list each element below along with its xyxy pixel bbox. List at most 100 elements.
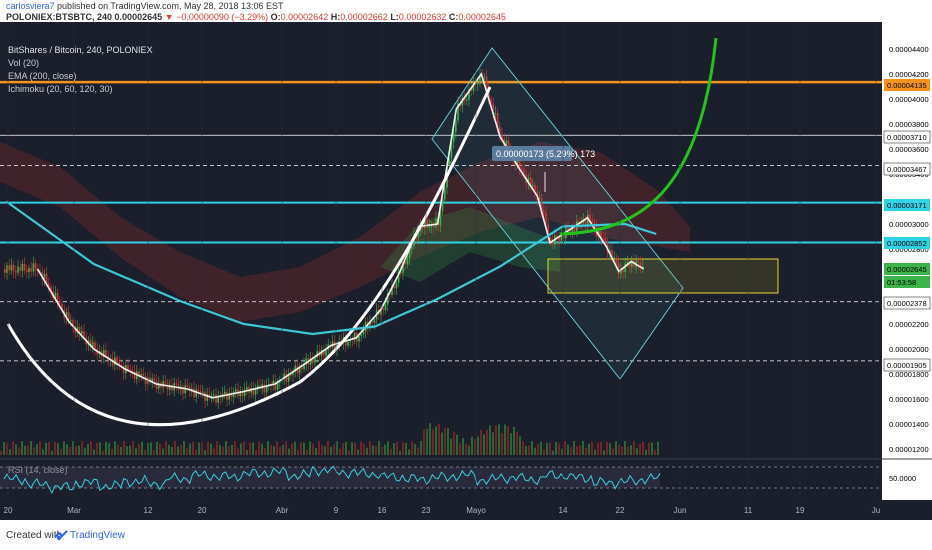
volume-bar <box>279 446 281 455</box>
volume-bar <box>594 449 596 455</box>
legend-ichimoku[interactable]: Ichimoku (20, 60, 120, 30) <box>8 84 113 94</box>
volume-bar <box>183 441 185 455</box>
candle-body <box>529 177 532 186</box>
volume-bar <box>228 446 230 455</box>
y-axis-label: 0.00003000 <box>889 220 929 229</box>
time-axis-band <box>0 500 932 520</box>
candle-body <box>43 273 46 280</box>
volume-bar <box>249 442 251 455</box>
candle-body <box>402 261 404 273</box>
candle-body <box>406 258 409 265</box>
volume-bar <box>645 449 647 455</box>
candle-body <box>439 210 442 226</box>
volume-bar <box>459 443 461 455</box>
candle-body <box>21 263 24 271</box>
legend-ema[interactable]: EMA (200, close) <box>8 71 77 81</box>
candle-body <box>466 99 468 101</box>
volume-bar <box>405 442 407 455</box>
candle-body <box>131 370 134 372</box>
candle-body <box>527 177 530 184</box>
candle-body <box>213 394 215 396</box>
candle-body <box>499 126 501 135</box>
volume-bar <box>315 447 317 455</box>
price-tag <box>884 276 930 288</box>
candle-body <box>620 269 622 275</box>
legend-volume[interactable]: Vol (20) <box>8 58 40 68</box>
candle-body <box>538 198 541 200</box>
volume-bar <box>486 429 488 455</box>
candle-body <box>252 387 255 395</box>
volume-bar <box>510 433 512 455</box>
chart-canvas[interactable]: 0.00000173 (5.29%) 173 0.00004400 0.000042… <box>0 22 932 520</box>
volume-bar <box>624 441 626 455</box>
volume-bar <box>444 427 446 455</box>
volume-bar <box>456 434 458 455</box>
candle-body <box>294 365 296 372</box>
candle-body <box>188 386 191 391</box>
candle-body <box>133 371 136 379</box>
volume-bar <box>273 446 275 455</box>
candle-body <box>631 260 633 267</box>
candle-body <box>408 248 411 259</box>
volume-bar <box>468 445 470 455</box>
down-arrow-icon: ▼ <box>164 12 174 22</box>
high-label: H: <box>330 12 341 22</box>
candle-body <box>404 261 406 265</box>
candle-body <box>195 389 197 397</box>
volume-bar <box>450 438 452 455</box>
candle-body <box>573 227 576 232</box>
tradingview-brand[interactable]: TradingView <box>70 530 126 541</box>
volume-bar <box>657 441 659 455</box>
candle-body <box>380 308 382 315</box>
candle-body <box>61 303 63 310</box>
legend-symbol: BitShares / Bitcoin, 240, POLONIEX <box>8 45 153 55</box>
candle-body <box>94 342 96 349</box>
candle-body <box>580 222 582 224</box>
ohlc-line: POLONIEX:BTSBTC, 240 0.00002645 ▼ −0.000… <box>6 12 506 22</box>
x-axis-tick-label: Ju <box>872 506 880 515</box>
candle-body <box>23 263 26 271</box>
volume-bar <box>588 443 590 455</box>
volume-bar <box>525 445 527 455</box>
volume-bar <box>186 448 188 455</box>
candle-body <box>114 357 116 366</box>
price-tag <box>884 199 930 211</box>
chart-pane[interactable]: 0.00000173 (5.29%) 173 0.00004400 0.000042… <box>0 22 932 520</box>
candle-body <box>6 265 8 273</box>
candle-body <box>334 341 336 350</box>
candle-body <box>540 198 543 211</box>
candle-body <box>72 320 74 326</box>
candle-body <box>92 342 94 348</box>
volume-bar <box>54 441 56 455</box>
volume-bar <box>579 445 581 455</box>
volume-bar <box>93 449 95 455</box>
volume-bar <box>105 441 107 455</box>
price-change: −0.00000090 (−3.29%) <box>176 12 269 22</box>
candle-body <box>569 230 571 232</box>
volume-bar <box>45 442 47 455</box>
candle-body <box>369 322 371 329</box>
legend-rsi[interactable]: RSI (14, close) <box>8 465 68 475</box>
candle-body <box>626 262 629 264</box>
candle-body <box>158 382 160 389</box>
volume-bar <box>372 445 374 455</box>
candle-body <box>589 214 591 220</box>
x-axis-tick-label: Jun <box>674 506 687 515</box>
volume-bar <box>375 446 377 455</box>
volume-bar <box>516 431 518 455</box>
candle-body <box>609 250 611 254</box>
volume-bar <box>408 449 410 455</box>
volume-bar <box>603 450 605 455</box>
x-axis-tick-label: 14 <box>559 506 568 515</box>
x-axis-tick-label: 11 <box>744 506 753 515</box>
volume-bar <box>198 442 200 455</box>
candle-body <box>285 373 288 382</box>
candle-body <box>263 384 266 393</box>
volume-bar <box>354 442 356 455</box>
volume-bar <box>171 446 173 455</box>
author-link[interactable]: carlosviera7 <box>6 1 55 11</box>
candle-body <box>351 339 354 341</box>
volume-bar <box>330 446 332 455</box>
volume-bar <box>264 448 266 455</box>
y-axis-label: 0.00002000 <box>889 345 929 354</box>
